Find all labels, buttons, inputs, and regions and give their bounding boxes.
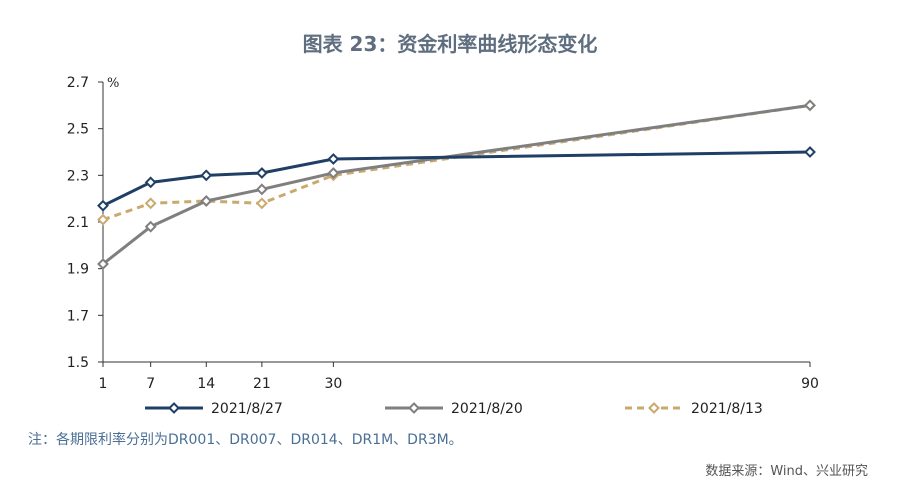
legend-item: 2021/8/20 xyxy=(385,401,523,417)
x-tick-label: 1 xyxy=(99,376,108,392)
data-point xyxy=(200,169,213,182)
series-line xyxy=(102,103,811,266)
y-tick-label: 2.1 xyxy=(67,215,89,231)
legend-swatch-marker xyxy=(168,402,180,414)
y-unit-label: % xyxy=(107,76,119,91)
x-tick-label: 7 xyxy=(146,376,155,392)
x-tick-label: 90 xyxy=(801,376,819,392)
y-tick-label: 1.9 xyxy=(67,262,89,278)
chart-title: 图表 23：资金利率曲线形态变化 xyxy=(302,32,598,56)
legend-swatch-marker xyxy=(648,402,660,414)
legend-label: 2021/8/20 xyxy=(451,401,523,417)
data-point xyxy=(327,167,340,179)
x-tick-label: 21 xyxy=(253,376,271,392)
y-tick-label: 1.7 xyxy=(67,308,89,324)
data-point xyxy=(144,176,157,189)
y-tick-label: 2.5 xyxy=(67,122,89,138)
x-tick-label: 14 xyxy=(197,376,215,392)
data-point xyxy=(327,153,340,165)
series-line xyxy=(102,103,811,222)
data-point xyxy=(97,199,109,212)
legend-item: 2021/8/13 xyxy=(625,401,763,417)
series-line xyxy=(102,150,811,208)
data-point xyxy=(144,197,157,210)
legend-label: 2021/8/27 xyxy=(211,401,283,417)
axes: 1.5 1.7 1.9 2.1 2.3 2.5 2.7 % 1 7 14 21 30 90 xyxy=(67,75,819,392)
data-source: 数据来源：Wind、兴业研究 xyxy=(705,464,868,479)
data-point xyxy=(804,146,816,158)
data-point xyxy=(97,213,109,226)
y-tick-label: 1.5 xyxy=(67,355,89,371)
legend-item: 2021/8/27 xyxy=(145,401,283,417)
data-point xyxy=(144,220,157,233)
data-point xyxy=(255,197,268,210)
legend-swatch-marker xyxy=(408,402,420,414)
x-tick-label: 30 xyxy=(324,376,342,392)
series-2021/8/27 xyxy=(97,146,816,212)
legend: 2021/8/27 2021/8/20 2021/8/13 xyxy=(145,401,763,417)
data-point xyxy=(255,183,268,196)
y-tick-label: 2.3 xyxy=(67,168,89,184)
data-point xyxy=(804,99,816,112)
footnote: 注：各期限利率分别为DR001、DR007、DR014、DR1M、DR3M。 xyxy=(28,432,463,448)
data-point xyxy=(200,195,213,207)
data-point xyxy=(255,167,268,179)
data-point xyxy=(97,258,109,270)
y-tick-label: 2.7 xyxy=(67,75,89,91)
series-2021/8/20 xyxy=(97,99,816,270)
series-group xyxy=(97,99,816,270)
legend-label: 2021/8/13 xyxy=(691,401,763,417)
